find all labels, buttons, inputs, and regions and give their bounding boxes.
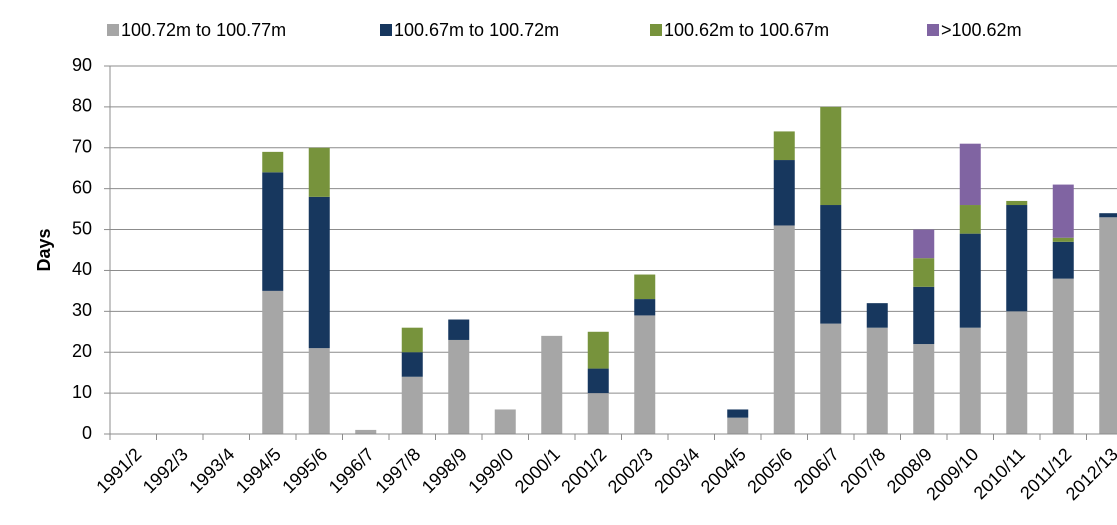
y-tick-label: 40 [72,259,92,279]
bar-segment [541,335,563,434]
bar-segment [1052,184,1074,238]
bar-segment [262,172,284,291]
legend-label: 100.72m to 100.77m [121,20,286,40]
x-tick-label: 1998/9 [418,444,471,497]
y-tick-label: 10 [72,382,92,402]
bar-segment [634,299,656,316]
bar-segment [587,331,609,369]
bar-segment [634,274,656,300]
legend-swatch [927,24,939,36]
bar-segment [913,286,935,345]
y-tick-label: 70 [72,137,92,157]
bar-segment [727,409,749,418]
x-tick-label: 1996/7 [325,444,378,497]
bar-segment [448,339,470,434]
x-tick-label: 1991/2 [92,444,145,497]
bar-segment [587,368,609,394]
bar-segment [913,258,935,287]
x-tick-label: 1997/8 [371,444,424,497]
legend-swatch [107,24,119,36]
bar-segment [820,323,842,434]
y-tick-label: 90 [72,55,92,75]
bar-segment [913,344,935,434]
y-tick-label: 30 [72,300,92,320]
bar-segment [587,393,609,434]
bar-segment [727,417,749,434]
legend-swatch [380,24,392,36]
bar-segment [959,143,981,206]
legend-label: 100.67m to 100.72m [394,20,559,40]
bar-segment [773,160,795,226]
x-tick-label: 1992/3 [139,444,192,497]
y-tick-label: 50 [72,218,92,238]
x-tick-label: 2010/11 [970,444,1029,503]
y-tick-label: 0 [82,423,92,443]
bar-segment [355,429,377,434]
x-tick-label: 2003/4 [650,444,703,497]
x-tick-label: 2006/7 [790,444,843,497]
bar-segment [1052,241,1074,279]
bar-segment [1006,311,1028,434]
bar-segment [308,196,330,349]
bar-segment [1006,200,1028,206]
bar-segment [1006,205,1028,312]
legend-label: 100.62m to 100.67m [664,20,829,40]
y-axis-label: Days [34,228,54,271]
x-tick-label: 2005/6 [743,444,796,497]
bar-segment [1052,278,1074,434]
y-tick-label: 60 [72,177,92,197]
x-tick-label: 2007/8 [836,444,889,497]
bar-segment [308,147,330,197]
bar-segment [1099,213,1117,218]
legend-label: >100.62m [941,20,1022,40]
bar-segment [401,376,423,434]
x-tick-label: 1999/0 [464,444,517,497]
x-tick-label: 2004/5 [697,444,750,497]
bar-segment [401,352,423,377]
bar-segment [1052,237,1074,242]
x-tick-label: 2009/10 [922,444,982,504]
x-tick-label: 1993/4 [185,444,238,497]
bar-segment [773,131,795,161]
bar-segment [308,348,330,434]
x-tick-label: 2000/1 [511,444,564,497]
bar-segment [959,205,981,234]
bar-segment [262,151,284,173]
y-tick-label: 80 [72,96,92,116]
legend-swatch [650,24,662,36]
x-tick-label: 2002/3 [604,444,657,497]
bar-segment [866,327,888,434]
bar-segment [262,290,284,434]
bar-segment [959,327,981,434]
x-tick-label: 1995/6 [278,444,331,497]
bar-segment [634,315,656,434]
bar-segment [959,233,981,328]
bar-segment [1099,217,1117,434]
bar-segment [773,225,795,434]
bar-segment [401,327,423,353]
bar-segment [448,319,470,340]
bar-segment [494,409,516,434]
bar-segment [866,303,888,328]
bar-segment [913,229,935,259]
y-tick-label: 20 [72,341,92,361]
x-tick-label: 1994/5 [232,444,285,497]
x-tick-label: 2001/2 [557,444,610,497]
bar-segment [820,205,842,324]
bar-segment [820,106,842,206]
